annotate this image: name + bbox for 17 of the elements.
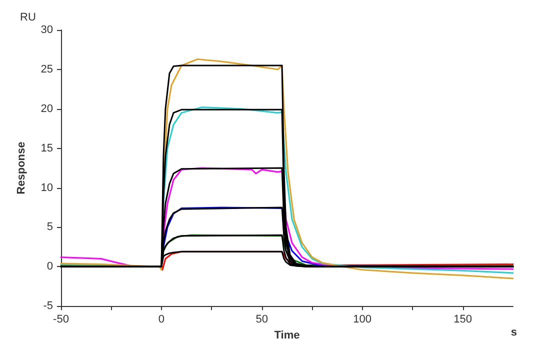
x-axis-title: Time — [274, 330, 300, 342]
y-tick-label: 0 — [46, 260, 53, 273]
text: RU — [20, 12, 36, 24]
x-tick-label: 50 — [256, 314, 268, 326]
x-tick-label: 100 — [353, 314, 372, 326]
y-tick-label: 15 — [40, 142, 53, 154]
y-axis-title: Response — [16, 142, 28, 194]
y-tick-label: 30 — [40, 24, 53, 36]
y-tick-label: 10 — [40, 182, 53, 194]
y-tick-label: 5 — [46, 221, 53, 234]
x-tick-label: 0 — [158, 314, 165, 326]
y-tick-label: 20 — [40, 102, 53, 115]
x-tick-label: 150 — [454, 314, 472, 326]
y-tick-label: -5 — [43, 300, 53, 312]
x-tick-label: -50 — [53, 314, 69, 326]
y-tick-label: 25 — [40, 63, 53, 76]
text: s — [510, 326, 518, 338]
